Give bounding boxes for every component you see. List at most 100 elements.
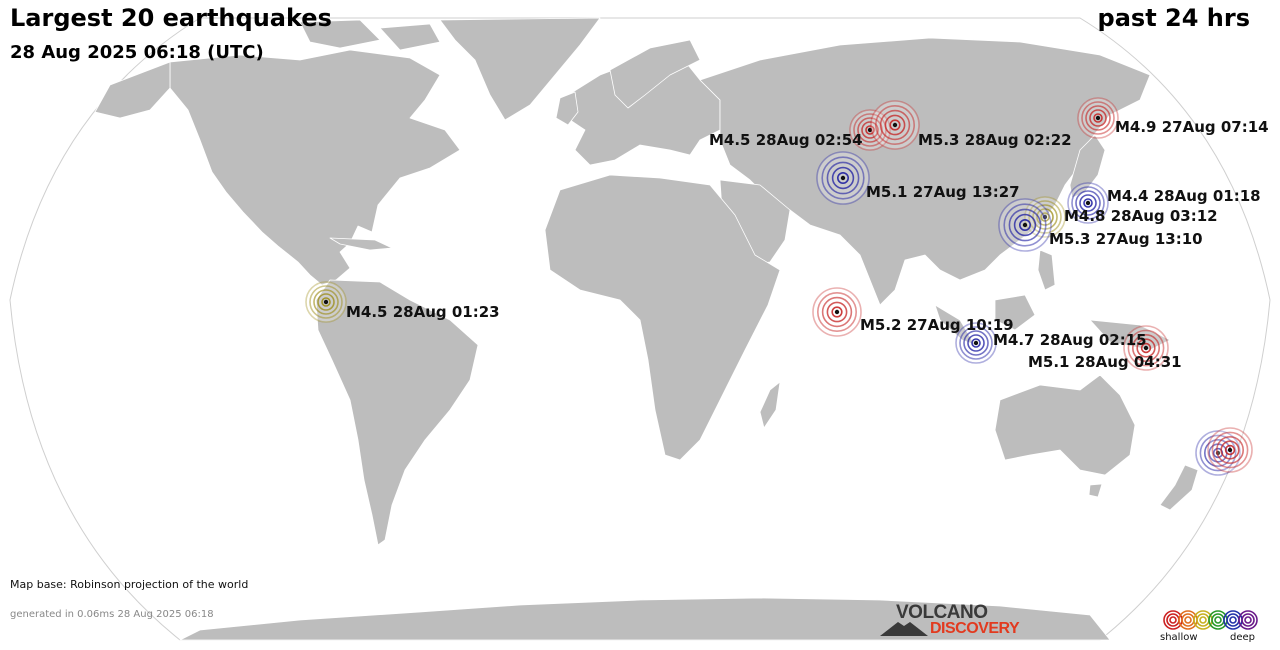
page-title: Largest 20 earthquakes bbox=[10, 4, 332, 32]
legend-ring bbox=[1184, 616, 1192, 624]
new-zealand-islands bbox=[1159, 464, 1199, 511]
quake-ring bbox=[1204, 438, 1233, 467]
quake-marker[interactable] bbox=[816, 151, 870, 205]
quake-ring bbox=[321, 297, 331, 307]
quake-ring bbox=[865, 125, 875, 135]
quake-ring bbox=[1093, 113, 1103, 123]
legend-ring bbox=[1226, 613, 1240, 627]
madagascar-island bbox=[759, 381, 781, 429]
quake-ring bbox=[1032, 204, 1058, 230]
legend-ring bbox=[1181, 613, 1195, 627]
quake-marker[interactable] bbox=[1077, 97, 1119, 139]
quake-marker[interactable] bbox=[870, 100, 920, 150]
map-base-note: Map base: Robinson projection of the wor… bbox=[10, 578, 249, 591]
south-america-landmass bbox=[315, 279, 479, 546]
quake-ring bbox=[1140, 342, 1152, 354]
quake-ring bbox=[826, 161, 860, 195]
quake-ring bbox=[1199, 434, 1237, 472]
quake-ring bbox=[861, 121, 879, 139]
quake-center-dot bbox=[323, 299, 329, 305]
quake-center-dot bbox=[973, 340, 979, 346]
legend-ring bbox=[1214, 616, 1222, 624]
legend-ring bbox=[1166, 613, 1180, 627]
legend-ring bbox=[1229, 616, 1237, 624]
quake-ring bbox=[884, 114, 906, 136]
philippines-islands bbox=[1037, 249, 1056, 291]
africa-landmass bbox=[544, 174, 781, 461]
quake-label: M4.5 28Aug 02:54 bbox=[709, 131, 863, 149]
uk-landmass bbox=[555, 91, 579, 126]
quake-ring bbox=[963, 330, 989, 356]
quake-ring bbox=[1028, 200, 1062, 234]
quake-ring bbox=[836, 172, 849, 185]
quake-marker[interactable] bbox=[1207, 427, 1253, 473]
volcano-discovery-logo[interactable]: VOLCANO DISCOVERY bbox=[880, 602, 1040, 642]
new-guinea-island bbox=[1089, 319, 1171, 351]
quake-ring bbox=[313, 289, 339, 315]
quake-ring bbox=[816, 291, 857, 332]
quake-ring bbox=[317, 293, 335, 311]
quake-ring bbox=[1085, 105, 1111, 131]
quake-ring bbox=[874, 105, 915, 146]
quake-ring bbox=[1081, 101, 1115, 135]
quake-center-dot bbox=[867, 127, 873, 133]
quake-ring bbox=[967, 334, 985, 352]
quake-ring bbox=[1075, 190, 1101, 216]
legend-ring bbox=[1199, 616, 1207, 624]
quake-ring bbox=[309, 285, 343, 319]
quake-ring bbox=[1003, 203, 1047, 247]
quake-ring bbox=[1036, 208, 1054, 226]
legend-deep-label: deep bbox=[1230, 632, 1255, 643]
quake-label: M5.3 28Aug 02:22 bbox=[918, 131, 1072, 149]
quake-ring bbox=[1224, 444, 1236, 456]
quake-ring bbox=[1089, 109, 1107, 127]
quake-marker[interactable] bbox=[998, 198, 1052, 252]
quake-label: M4.7 28Aug 02:15 bbox=[993, 331, 1147, 349]
quake-ring bbox=[821, 156, 865, 200]
quake-marker[interactable] bbox=[812, 287, 862, 337]
quake-marker[interactable] bbox=[305, 281, 347, 323]
arctic-islands bbox=[299, 19, 381, 49]
quake-ring bbox=[831, 306, 843, 318]
quake-center-dot bbox=[1022, 222, 1028, 228]
quake-marker[interactable] bbox=[849, 109, 891, 151]
greenland-landmass bbox=[439, 17, 601, 121]
report-datetime: 28 Aug 2025 06:18 (UTC) bbox=[10, 42, 264, 63]
quake-ring bbox=[1211, 431, 1249, 469]
quake-ring bbox=[1127, 329, 1165, 367]
legend-shallow-label: shallow bbox=[1160, 632, 1198, 643]
legend-ring bbox=[1211, 613, 1225, 627]
quake-marker[interactable] bbox=[1123, 325, 1169, 371]
borneo-island bbox=[994, 294, 1036, 331]
quake-marker[interactable] bbox=[1067, 182, 1109, 224]
depth-legend: shallow deep bbox=[1158, 607, 1268, 647]
quake-ring bbox=[1132, 333, 1161, 362]
quake-ring bbox=[1008, 208, 1042, 242]
quake-label: M4.5 28Aug 01:23 bbox=[346, 303, 500, 321]
antarctica-landmass bbox=[179, 597, 1111, 641]
quake-label: M5.2 27Aug 10:19 bbox=[860, 316, 1014, 334]
quake-center-dot bbox=[1042, 214, 1048, 220]
quake-marker[interactable] bbox=[955, 322, 997, 364]
legend-ring bbox=[1238, 610, 1258, 630]
quake-label: M5.3 27Aug 13:10 bbox=[1049, 230, 1203, 248]
quake-center-dot bbox=[840, 175, 846, 181]
volcano-icon bbox=[880, 622, 928, 636]
australia-landmass bbox=[994, 374, 1136, 476]
japan-islands bbox=[1069, 134, 1106, 199]
quake-label: M5.1 27Aug 13:27 bbox=[866, 183, 1020, 201]
quake-center-dot bbox=[834, 309, 840, 315]
quake-center-dot bbox=[1227, 447, 1233, 453]
quake-ring bbox=[1040, 212, 1050, 222]
quake-ring bbox=[1136, 338, 1156, 358]
legend-ring bbox=[1196, 613, 1210, 627]
quake-ring bbox=[1079, 194, 1097, 212]
quake-ring bbox=[1018, 219, 1031, 232]
quake-ring bbox=[971, 338, 981, 348]
quake-center-dot bbox=[1143, 345, 1149, 351]
quake-ring bbox=[1216, 435, 1245, 464]
time-period: past 24 hrs bbox=[1097, 4, 1250, 32]
quake-ring bbox=[959, 326, 993, 360]
quake-ring bbox=[1071, 186, 1105, 220]
